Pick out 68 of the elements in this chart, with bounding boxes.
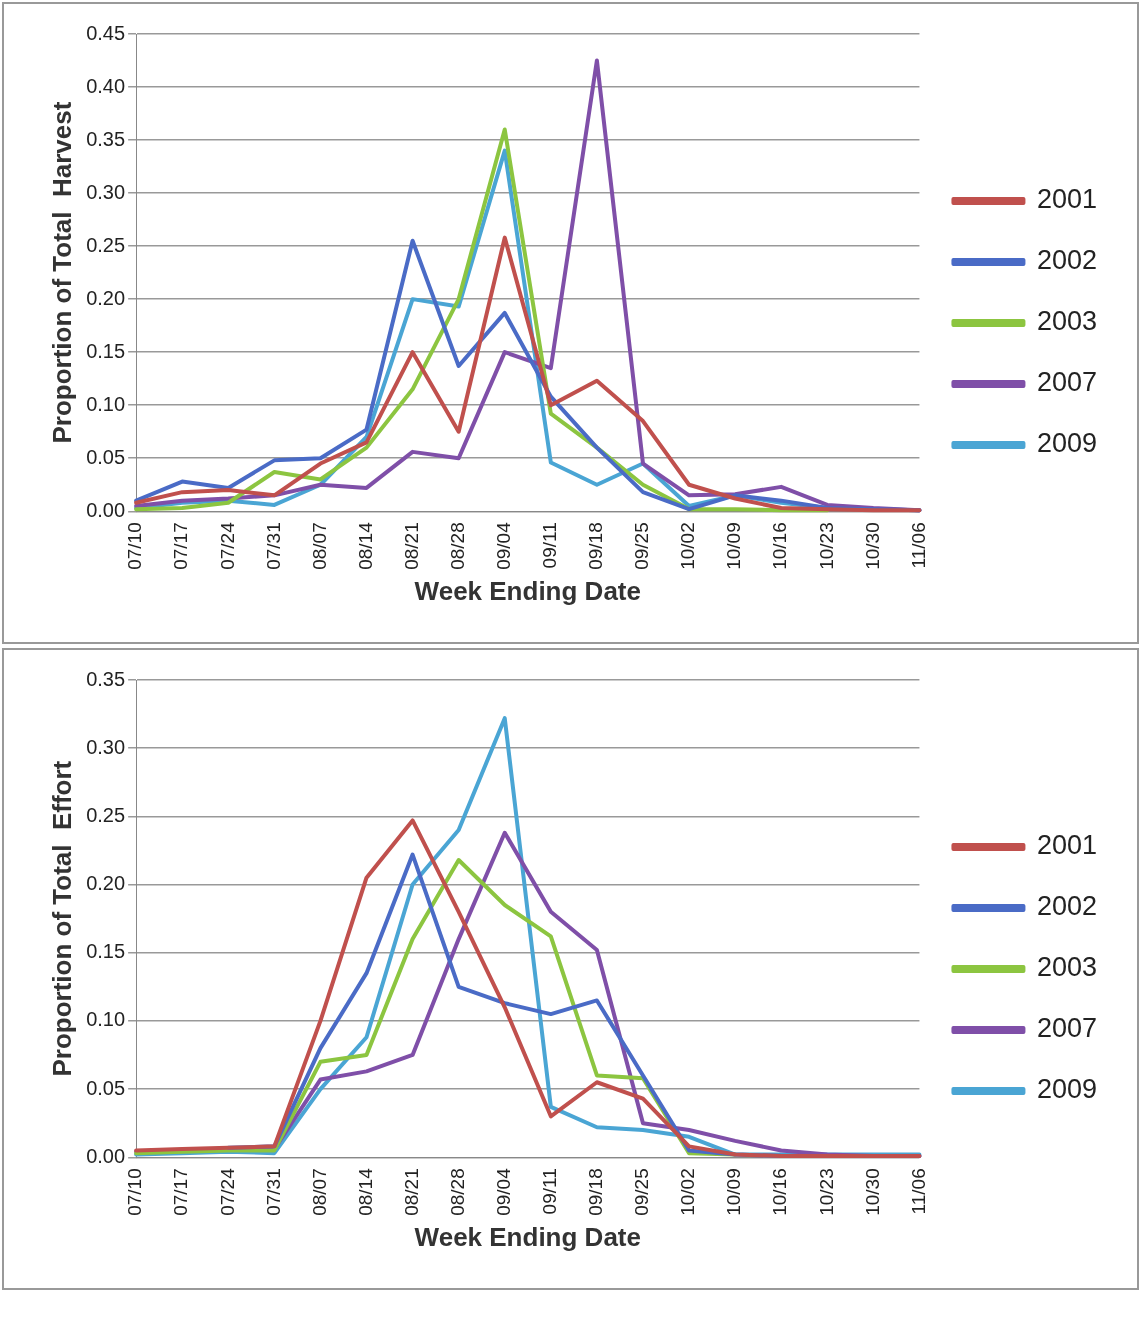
y-tick-label: 0.10: [86, 1008, 126, 1031]
y-tick-label: 0.10: [86, 392, 126, 415]
y-tick-label: 0.35: [86, 127, 126, 150]
x-tick-label: 09/18: [585, 1168, 607, 1216]
legend-label: 2001: [1036, 184, 1098, 215]
y-tick-label: 0.15: [86, 940, 126, 963]
x-tick-label: 09/04: [492, 521, 514, 570]
legend-label: 2007: [1036, 1013, 1098, 1044]
x-tick-label: 10/09: [723, 1168, 745, 1216]
x-tick-label: 09/25: [631, 522, 653, 570]
x-tick-label: 08/07: [308, 522, 330, 570]
x-tick-label: 07/10: [124, 522, 146, 570]
y-tick-label: 0.05: [86, 445, 126, 468]
legend-label: 2007: [1036, 367, 1098, 398]
y-axis-title: Proportion of Total Effort: [46, 760, 77, 1077]
x-tick-label: 08/14: [354, 1167, 376, 1216]
x-tick-label: 10/23: [815, 522, 837, 570]
y-tick-label: 0.15: [86, 339, 126, 362]
y-tick-label: 0.40: [86, 74, 126, 97]
legend-label: 2002: [1036, 245, 1098, 276]
x-tick-label: 10/16: [769, 1168, 791, 1216]
y-axis-title: Proportion of Total Harvest: [46, 101, 77, 444]
y-tick-label: 0.20: [86, 872, 126, 895]
y-tick-label: 0.25: [86, 803, 126, 826]
x-tick-label: 07/17: [170, 1168, 192, 1216]
x-tick-label: 07/24: [216, 521, 238, 570]
legend-label: 2009: [1036, 1074, 1098, 1105]
y-tick-label: 0.35: [86, 667, 126, 690]
x-tick-label: 07/10: [124, 1168, 146, 1216]
x-tick-label: 09/11: [539, 1168, 561, 1215]
x-tick-label: 09/11: [539, 522, 561, 569]
y-tick-label: 0.05: [86, 1076, 126, 1099]
y-tick-label: 0.30: [86, 735, 126, 758]
x-tick-label: 07/31: [262, 522, 284, 570]
x-axis-title: Week Ending Date: [414, 575, 641, 606]
x-tick-label: 10/16: [769, 522, 791, 570]
x-axis-title: Week Ending Date: [414, 1221, 641, 1252]
y-tick-label: 0.25: [86, 233, 126, 256]
x-tick-label: 11/06: [907, 522, 929, 569]
x-tick-label: 09/25: [631, 1168, 653, 1216]
legend-label: 2003: [1036, 952, 1098, 983]
x-tick-label: 07/31: [262, 1168, 284, 1216]
legend-label: 2009: [1036, 428, 1098, 459]
x-tick-label: 09/04: [492, 1167, 514, 1216]
y-tick-label: 0.00: [86, 1144, 126, 1167]
x-tick-label: 11/06: [907, 1168, 929, 1215]
legend-label: 2001: [1036, 830, 1098, 861]
x-tick-label: 08/28: [446, 522, 468, 570]
x-tick-label: 08/14: [354, 521, 376, 570]
x-tick-label: 10/30: [861, 1168, 883, 1216]
legend-label: 2002: [1036, 891, 1098, 922]
x-tick-label: 08/21: [400, 1168, 422, 1216]
x-tick-label: 10/30: [861, 522, 883, 570]
x-tick-label: 08/07: [308, 1168, 330, 1216]
y-tick-label: 0.00: [86, 498, 126, 521]
x-tick-label: 08/28: [446, 1168, 468, 1216]
y-tick-label: 0.45: [86, 21, 126, 44]
legend-label: 2003: [1036, 306, 1098, 337]
x-tick-label: 07/17: [170, 522, 192, 570]
x-tick-label: 10/02: [677, 1168, 699, 1216]
x-tick-label: 10/02: [677, 522, 699, 570]
x-tick-label: 09/18: [585, 522, 607, 570]
y-tick-label: 0.20: [86, 286, 126, 309]
y-tick-label: 0.30: [86, 180, 126, 203]
x-tick-label: 10/23: [815, 1168, 837, 1216]
x-tick-label: 10/09: [723, 522, 745, 570]
x-tick-label: 07/24: [216, 1167, 238, 1216]
x-tick-label: 08/21: [400, 522, 422, 570]
